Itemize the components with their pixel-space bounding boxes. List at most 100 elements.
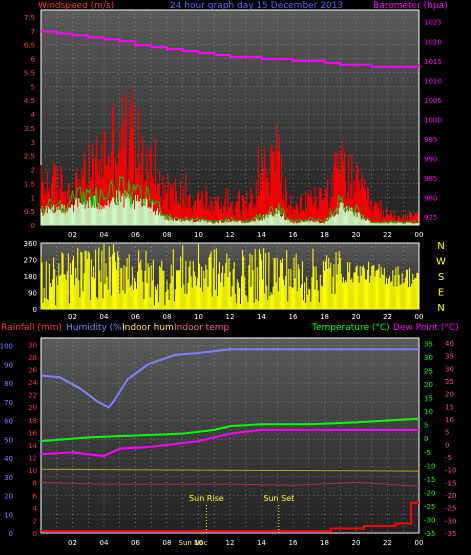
wind-x-tick-label: 02 — [68, 231, 77, 239]
dewpoint-tick-label: 30 — [445, 365, 454, 373]
dewpoint-tick-label: 0 — [445, 441, 449, 449]
legend-entry: Indoor temp — [174, 323, 229, 333]
temperature-line — [40, 417, 420, 443]
wind-x-tick-label: 14 — [257, 231, 266, 239]
direction-tick-label: 270 — [24, 257, 37, 265]
direction-x-tick-label: 18 — [320, 313, 329, 321]
temperature-x-tick-label: 02 — [68, 539, 77, 547]
direction-tick-label: 90 — [28, 290, 37, 298]
barometer-tick-label: 980 — [424, 195, 437, 203]
wind-tick-label: 7 — [31, 28, 35, 36]
temperature-panel-background — [40, 337, 420, 534]
barometer-tick-label: 990 — [424, 156, 437, 164]
wind-tick-label: 5.5 — [24, 69, 35, 77]
wind-tick-label: 0 — [31, 222, 35, 230]
wind-x-tick-label: 10 — [194, 231, 203, 239]
barometer-tick-label: 1000 — [424, 116, 442, 124]
humidity-tick-label: 10 — [4, 511, 13, 519]
wind-tick-label: 4.5 — [24, 97, 35, 105]
temperature-x-tick-label: 12 — [226, 539, 235, 547]
temperature-tick-label: 5 — [424, 422, 428, 430]
dewpoint-tick-label: -20 — [445, 492, 456, 500]
wind-x-tick-label: 12 — [226, 231, 235, 239]
rain-tick-label: 6 — [33, 492, 38, 500]
dewpoint-tick-label: 5 — [445, 429, 449, 437]
humidity-tick-label: 90 — [4, 361, 13, 369]
dewpoint-line — [40, 428, 419, 458]
temperature-tick-label: 35 — [424, 340, 433, 348]
humidity-tick-label: 40 — [4, 455, 13, 463]
rain-tick-label: 12 — [28, 455, 37, 463]
direction-x-tick-label: 00 — [415, 313, 424, 321]
direction-x-tick-label: 02 — [68, 313, 77, 321]
rain-tick-label: 14 — [28, 442, 37, 450]
dewpoint-tick-label: -25 — [445, 505, 456, 513]
dewpoint-tick-label: 10 — [445, 416, 454, 424]
rain-tick-label: 10 — [28, 467, 37, 475]
direction-x-tick-label: 20 — [352, 313, 361, 321]
humidity-tick-label: 100 — [0, 343, 13, 351]
compass-label: N — [437, 303, 444, 314]
wind-tick-label: 6.5 — [24, 42, 35, 50]
compass-label: E — [438, 288, 444, 299]
humidity-tick-label: 50 — [4, 436, 13, 444]
temperature-x-tick-label: 20 — [352, 539, 361, 547]
temperature-x-tick-label: 16 — [289, 539, 298, 547]
dewpoint-tick-label: -15 — [445, 479, 456, 487]
compass-label: N — [437, 241, 444, 252]
dewpoint-tick-label: 35 — [445, 353, 454, 361]
humidity-tick-label: 0 — [9, 530, 13, 538]
wind-tick-label: 1.5 — [24, 180, 35, 188]
rain-tick-label: 4 — [33, 505, 38, 513]
rain-tick-label: 28 — [28, 354, 37, 362]
wind-x-tick-label: 04 — [100, 231, 109, 239]
rain-tick-label: 0 — [33, 530, 37, 538]
rain-tick-label: 2 — [33, 517, 37, 525]
dewpoint-tick-label: 20 — [445, 391, 454, 399]
direction-tick-label: 0 — [33, 306, 37, 314]
barometer-tick-label: 1020 — [424, 38, 442, 46]
temperature-tick-label: 30 — [424, 354, 433, 362]
compass-label: S — [438, 272, 444, 283]
temperature-tick-label: -15 — [424, 476, 435, 484]
wind-tick-label: 0.5 — [24, 208, 35, 216]
barometer-line — [41, 30, 420, 68]
wind-x-tick-label: 16 — [289, 231, 298, 239]
humidity-tick-label: 60 — [4, 418, 13, 426]
legend-entry: Rainfall (mm) — [1, 323, 62, 333]
rainfall-line — [41, 501, 419, 532]
direction-x-tick-label: 10 — [194, 313, 203, 321]
wind-tick-label: 2.5 — [24, 153, 35, 161]
indoor-temp-line — [40, 481, 420, 487]
direction-x-tick-label: 12 — [226, 313, 235, 321]
temperature-tick-label: -25 — [424, 503, 435, 511]
wind-tick-label: 1 — [31, 194, 35, 202]
dewpoint-tick-label: 15 — [445, 403, 454, 411]
temperature-tick-label: -30 — [424, 516, 435, 524]
barometer-tick-label: 975 — [424, 214, 437, 222]
dewpoint-tick-label: -35 — [445, 530, 456, 538]
temperature-tick-label: -20 — [424, 489, 435, 497]
barometer-tick-label: 1005 — [424, 97, 442, 105]
temperature-tick-label: 25 — [424, 368, 433, 376]
legend-entry: Indoor hum — [122, 323, 174, 333]
barometer-axis-title: Barometer (hpa) — [373, 1, 448, 11]
wind-tick-label: 3 — [31, 139, 35, 147]
temperature-tick-label: 10 — [424, 408, 433, 416]
sun-noon-label: Sun Noc — [179, 539, 208, 547]
wind-tick-label: 5 — [31, 83, 35, 91]
temperature-x-tick-label: 18 — [320, 539, 329, 547]
temperature-tick-label: 0 — [424, 435, 428, 443]
direction-tick-label: 360 — [24, 240, 37, 248]
temperature-tick-label: -5 — [424, 449, 431, 457]
temperature-tick-label: -10 — [424, 462, 435, 470]
barometer-tick-label: 1025 — [424, 19, 442, 27]
sunset-label: Sun Set — [263, 494, 294, 503]
temperature-tick-label: 15 — [424, 395, 433, 403]
direction-x-tick-label: 22 — [383, 313, 392, 321]
dewpoint-tick-label: 25 — [445, 378, 454, 386]
wind-trend-line — [40, 175, 420, 225]
wind-x-tick-label: 08 — [163, 231, 172, 239]
barometer-tick-label: 985 — [424, 175, 437, 183]
direction-x-tick-label: 06 — [131, 313, 140, 321]
